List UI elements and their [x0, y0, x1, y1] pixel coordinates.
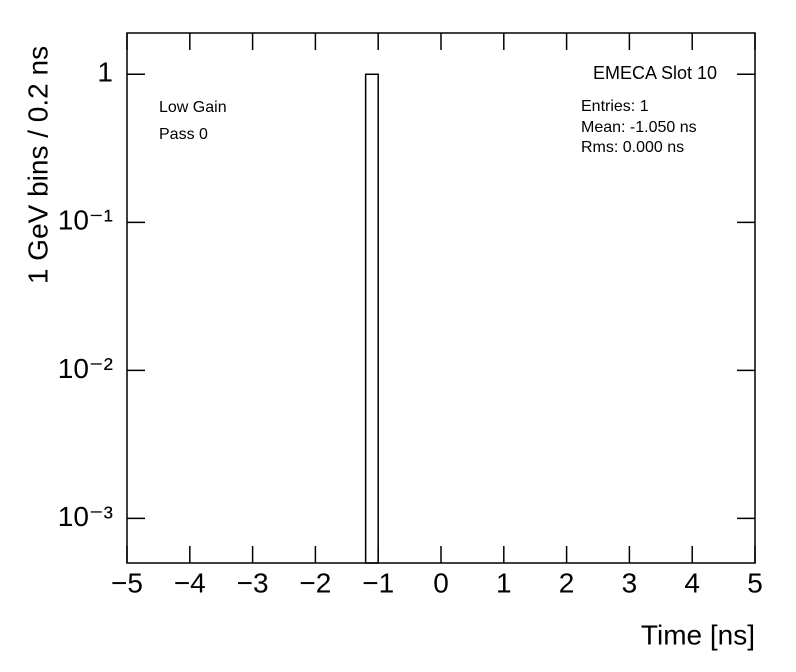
- y-tick-label: 10⁻²: [58, 353, 113, 384]
- y-axis-label: 1 GeV bins / 0.2 ns: [22, 46, 53, 284]
- x-tick-label: 5: [747, 567, 763, 598]
- annotation: Pass 0: [159, 126, 208, 143]
- x-tick-label: −3: [237, 567, 269, 598]
- bar: [364, 73, 379, 564]
- stats-line: Rms: 0.000 ns: [581, 139, 684, 156]
- chart-title: EMECA Slot 10: [593, 63, 717, 83]
- x-axis-label: Time [ns]: [641, 619, 755, 650]
- x-tick-label: 0: [433, 567, 449, 598]
- x-tick-label: −5: [111, 567, 143, 598]
- x-tick-label: −2: [299, 567, 331, 598]
- x-tick-label: 3: [622, 567, 638, 598]
- y-tick-label: 10⁻³: [58, 501, 113, 532]
- x-tick-label: −1: [362, 567, 394, 598]
- stats-line: Entries: 1: [581, 98, 649, 115]
- x-tick-label: −4: [174, 567, 206, 598]
- x-tick-label: 4: [684, 567, 700, 598]
- y-tick-label: 10⁻¹: [58, 205, 113, 236]
- x-tick-label: 2: [559, 567, 575, 598]
- x-tick-label: 1: [496, 567, 512, 598]
- stats-line: Mean: -1.050 ns: [581, 119, 697, 136]
- annotation: Low Gain: [159, 99, 227, 116]
- y-tick-label: 1: [97, 57, 113, 88]
